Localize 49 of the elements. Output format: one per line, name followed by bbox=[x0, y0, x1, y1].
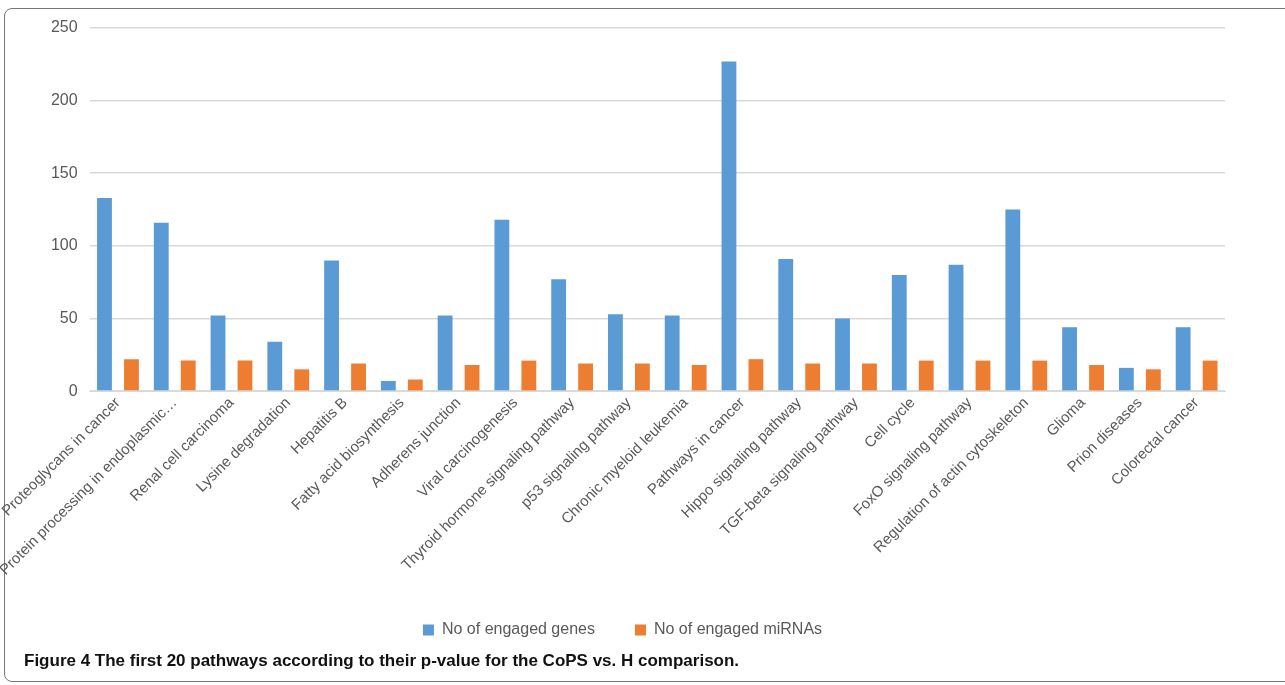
y-tick-label: 150 bbox=[50, 163, 78, 181]
bar bbox=[1032, 360, 1048, 391]
bar bbox=[1175, 327, 1191, 391]
bar bbox=[494, 219, 510, 391]
bar bbox=[975, 360, 991, 391]
bar bbox=[891, 274, 907, 391]
bar bbox=[380, 380, 396, 391]
bar bbox=[664, 315, 680, 391]
bar bbox=[237, 360, 253, 391]
bar bbox=[608, 314, 623, 391]
y-tick-label: 50 bbox=[59, 308, 78, 326]
bar bbox=[210, 315, 226, 391]
bar bbox=[948, 264, 964, 391]
bar bbox=[578, 363, 594, 391]
bar bbox=[351, 363, 366, 391]
bar bbox=[437, 315, 453, 391]
bar bbox=[691, 364, 707, 391]
bar bbox=[918, 360, 934, 391]
bar bbox=[748, 359, 764, 391]
bar bbox=[1145, 369, 1161, 391]
bar bbox=[634, 363, 650, 391]
bar bbox=[805, 363, 821, 391]
bar bbox=[721, 61, 737, 391]
bar bbox=[324, 260, 339, 391]
bar bbox=[267, 341, 283, 391]
bar bbox=[835, 318, 850, 391]
legend-label: No of engaged genes bbox=[441, 620, 595, 638]
bar bbox=[778, 258, 794, 391]
bar bbox=[862, 363, 877, 391]
y-tick-label: 250 bbox=[50, 18, 78, 36]
bar bbox=[1062, 327, 1078, 391]
bar bbox=[1118, 367, 1134, 391]
y-tick-label: 100 bbox=[50, 236, 78, 254]
bar bbox=[521, 360, 537, 391]
bar bbox=[1005, 209, 1021, 391]
caption: Figure 4 The first 20 pathways according to their p-value for the CoPS vs. H comparison. bbox=[24, 651, 740, 671]
bar bbox=[1089, 364, 1104, 391]
bar bbox=[124, 359, 139, 391]
bar bbox=[464, 364, 480, 391]
bar bbox=[551, 279, 567, 391]
bar bbox=[153, 222, 169, 391]
y-tick-label: 200 bbox=[50, 91, 78, 109]
bar bbox=[1202, 360, 1218, 391]
legend-label: No of engaged miRNAs bbox=[653, 620, 823, 638]
bar bbox=[294, 369, 310, 391]
bar bbox=[97, 197, 112, 391]
bar bbox=[180, 360, 196, 391]
bar bbox=[407, 379, 423, 391]
y-tick-label: 0 bbox=[68, 381, 78, 399]
